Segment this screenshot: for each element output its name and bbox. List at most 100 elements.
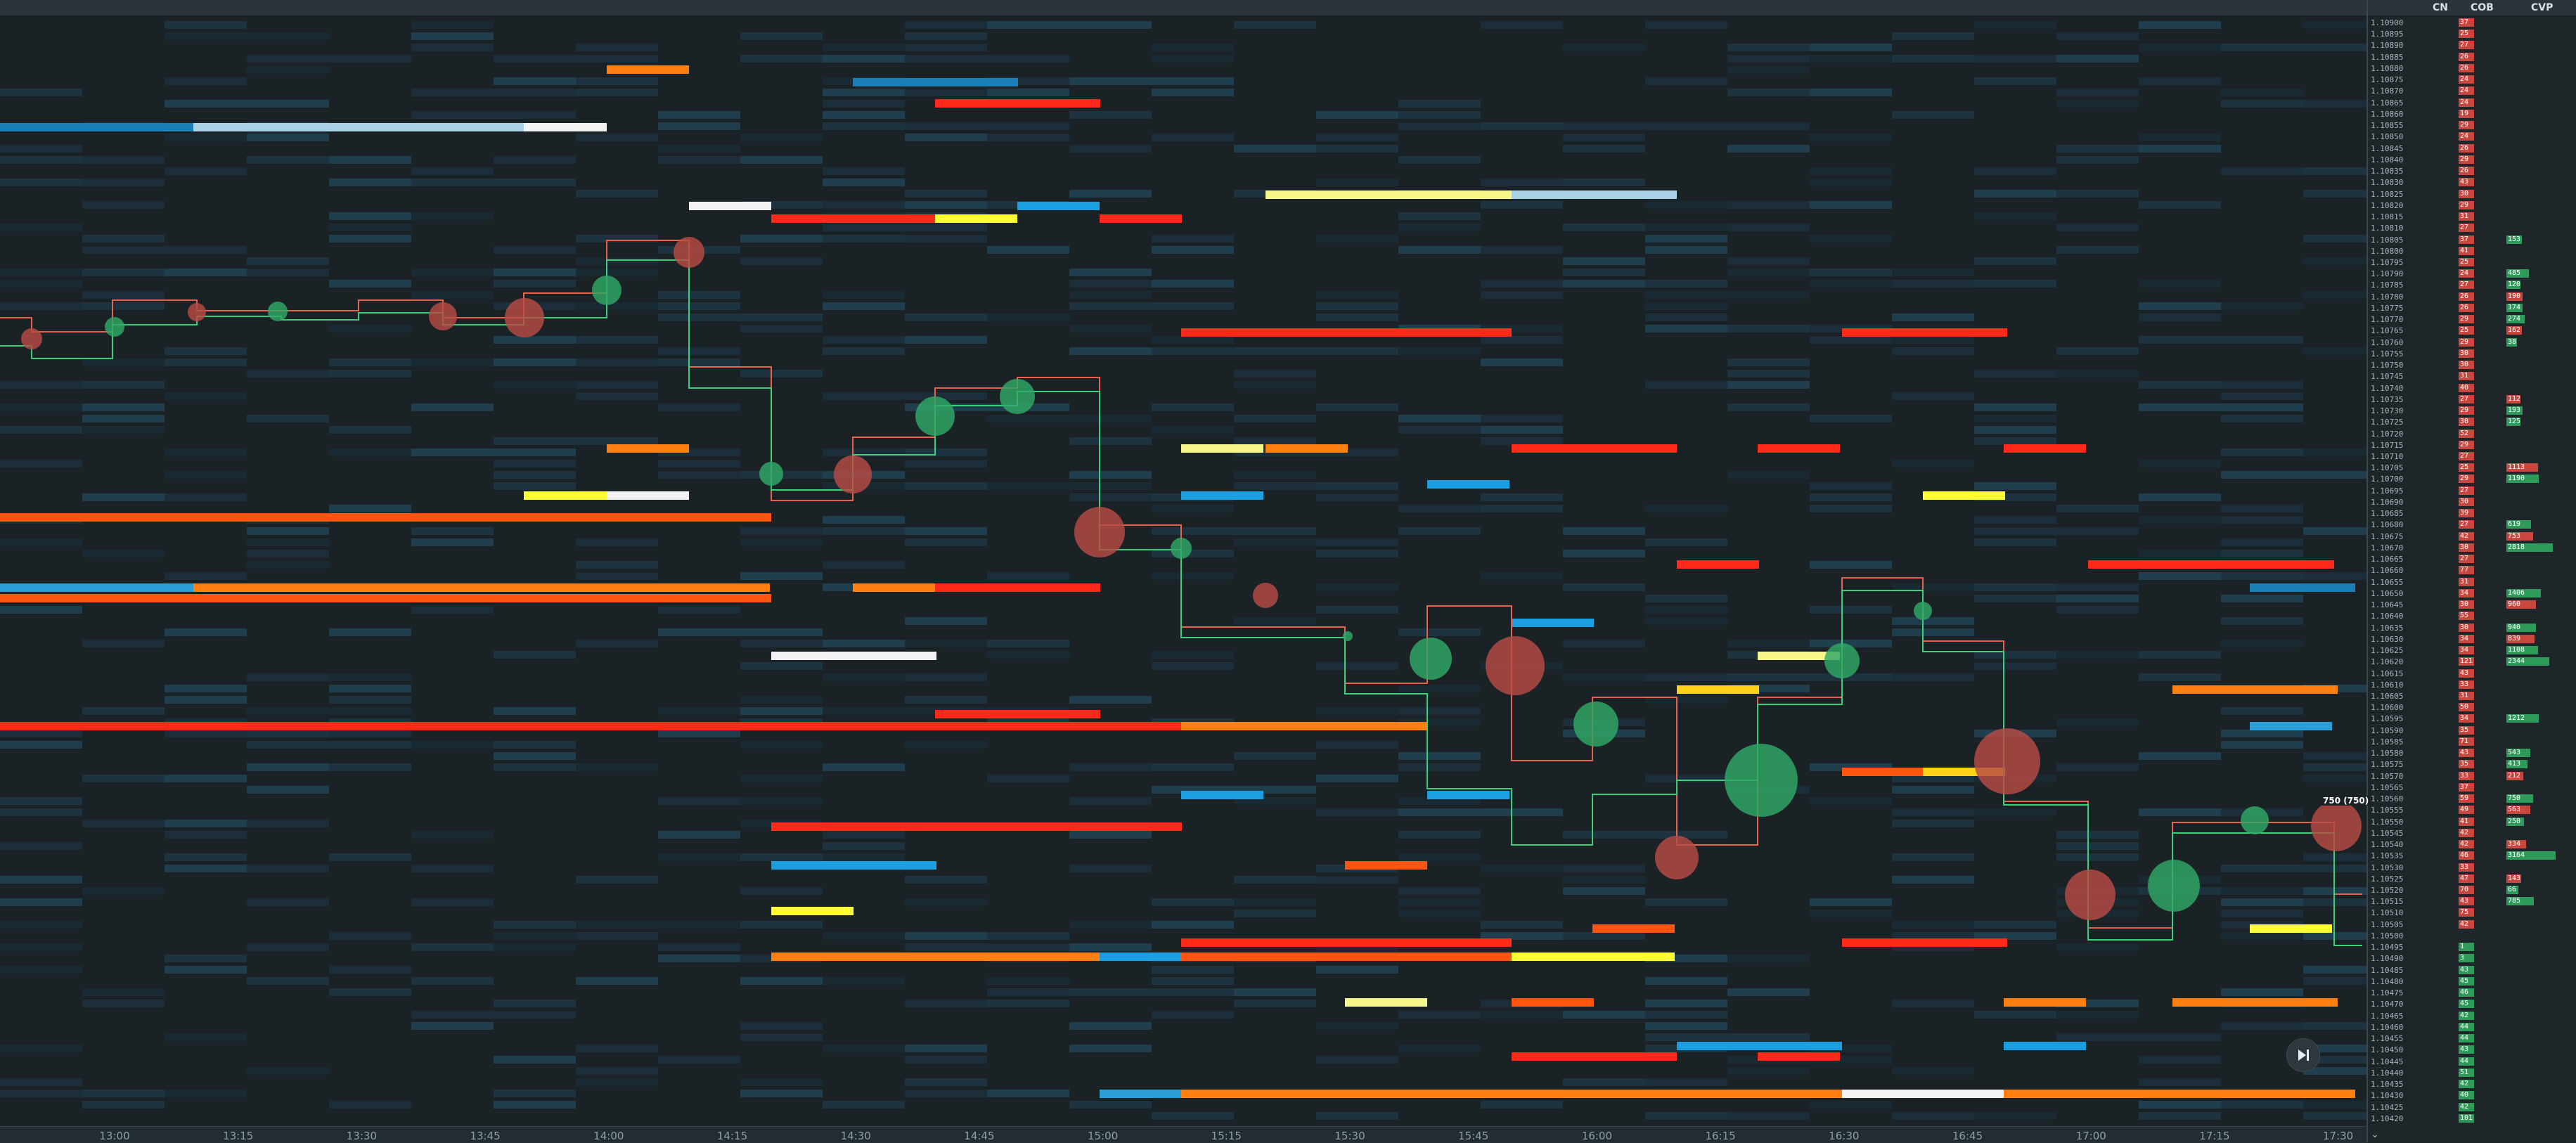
ladder-row[interactable]: 1.10850 24 bbox=[2368, 132, 2576, 141]
ladder-row[interactable]: 1.10555 49 563 bbox=[2368, 806, 2576, 815]
ladder-row[interactable]: 1.10625 34 1108 bbox=[2368, 646, 2576, 655]
chevron-down-icon[interactable]: ⌄ bbox=[2371, 1129, 2379, 1140]
ladder-row[interactable]: 1.10550 41 250 bbox=[2368, 817, 2576, 827]
ladder-row[interactable]: 1.10785 27 120 bbox=[2368, 280, 2576, 290]
ladder-row[interactable]: 1.10670 30 2818 bbox=[2368, 543, 2576, 553]
ladder-row[interactable]: 1.10810 27 bbox=[2368, 224, 2576, 233]
ladder-row[interactable]: 1.10750 30 bbox=[2368, 361, 2576, 370]
ladder-row[interactable]: 1.10580 43 543 bbox=[2368, 749, 2576, 758]
ladder-row[interactable]: 1.10825 30 bbox=[2368, 189, 2576, 199]
ladder-row[interactable]: 1.10515 43 785 bbox=[2368, 897, 2576, 906]
ladder-row[interactable]: 1.10635 30 940 bbox=[2368, 623, 2576, 633]
ladder-row[interactable]: 1.10540 42 334 bbox=[2368, 840, 2576, 849]
ladder-row[interactable]: 1.10495 1 bbox=[2368, 943, 2576, 952]
ladder-row[interactable]: 1.10845 26 bbox=[2368, 143, 2576, 153]
ladder-row[interactable]: 1.10880 26 bbox=[2368, 63, 2576, 73]
ladder-row[interactable]: 1.10600 50 bbox=[2368, 703, 2576, 712]
ladder-row[interactable]: 1.10765 25 162 bbox=[2368, 326, 2576, 335]
ladder-row[interactable]: 1.10500 bbox=[2368, 931, 2576, 941]
ladder-row[interactable]: 1.10720 52 bbox=[2368, 429, 2576, 439]
ladder-row[interactable]: 1.10570 33 212 bbox=[2368, 771, 2576, 781]
ladder-row[interactable]: 1.10725 30 125 bbox=[2368, 418, 2576, 427]
ladder-row[interactable]: 1.10520 70 66 bbox=[2368, 886, 2576, 895]
ladder-row[interactable]: 1.10685 39 bbox=[2368, 509, 2576, 518]
ladder-row[interactable]: 1.10505 42 bbox=[2368, 919, 2576, 929]
ladder-row[interactable]: 1.10655 31 bbox=[2368, 577, 2576, 587]
ladder-row[interactable]: 1.10860 19 bbox=[2368, 109, 2576, 119]
ladder-row[interactable]: 1.10715 29 bbox=[2368, 440, 2576, 450]
ladder-row[interactable]: 1.10465 42 bbox=[2368, 1011, 2576, 1021]
ladder-row[interactable]: 1.10530 33 bbox=[2368, 863, 2576, 872]
ladder-row[interactable]: 1.10510 75 bbox=[2368, 908, 2576, 917]
ladder-row[interactable]: 1.10470 45 bbox=[2368, 1000, 2576, 1009]
ladder-row[interactable]: 1.10895 25 bbox=[2368, 30, 2576, 39]
ladder-row[interactable]: 1.10445 44 bbox=[2368, 1057, 2576, 1066]
ladder-row[interactable]: 1.10590 35 bbox=[2368, 725, 2576, 735]
ladder-row[interactable]: 1.10745 31 bbox=[2368, 372, 2576, 381]
ladder-row[interactable]: 1.10760 29 38 bbox=[2368, 337, 2576, 347]
ladder-row[interactable]: 1.10420 101 bbox=[2368, 1113, 2576, 1123]
ladder-row[interactable]: 1.10830 43 bbox=[2368, 178, 2576, 187]
ladder-row[interactable]: 1.10805 37 153 bbox=[2368, 235, 2576, 245]
ladder-row[interactable]: 1.10430 40 bbox=[2368, 1091, 2576, 1100]
ladder-row[interactable]: 1.10480 45 bbox=[2368, 976, 2576, 986]
ladder-row[interactable]: 1.10645 30 960 bbox=[2368, 600, 2576, 609]
ladder-row[interactable]: 1.10885 26 bbox=[2368, 52, 2576, 62]
ladder-row[interactable]: 1.10700 29 1190 bbox=[2368, 474, 2576, 484]
order-book-heatmap[interactable] bbox=[0, 15, 2366, 1126]
ladder-row[interactable]: 1.10755 30 bbox=[2368, 349, 2576, 359]
ladder-row[interactable]: 1.10775 26 174 bbox=[2368, 303, 2576, 313]
ladder-row[interactable]: 1.10710 27 bbox=[2368, 452, 2576, 461]
ladder-row[interactable]: 1.10675 42 753 bbox=[2368, 531, 2576, 541]
ladder-row[interactable]: 1.10780 26 190 bbox=[2368, 292, 2576, 302]
ladder-row[interactable]: 1.10680 27 619 bbox=[2368, 520, 2576, 529]
ladder-row[interactable]: 1.10490 3 bbox=[2368, 954, 2576, 963]
ladder-row[interactable]: 1.10820 29 bbox=[2368, 200, 2576, 210]
ladder-row[interactable]: 1.10890 27 bbox=[2368, 41, 2576, 50]
ladder-row[interactable]: 1.10435 42 bbox=[2368, 1080, 2576, 1089]
ladder-row[interactable]: 1.10835 26 bbox=[2368, 167, 2576, 176]
ladder-row[interactable]: 1.10560 59 750 bbox=[2368, 794, 2576, 803]
ladder-row[interactable]: 1.10615 43 bbox=[2368, 669, 2576, 678]
ladder-row[interactable]: 1.10485 43 bbox=[2368, 965, 2576, 975]
ladder-row[interactable]: 1.10450 43 bbox=[2368, 1045, 2576, 1054]
ladder-row[interactable]: 1.10900 37 bbox=[2368, 18, 2576, 27]
ladder-row[interactable]: 1.10855 29 bbox=[2368, 121, 2576, 130]
ladder-row[interactable]: 1.10695 27 bbox=[2368, 486, 2576, 496]
ladder-row[interactable]: 1.10460 44 bbox=[2368, 1022, 2576, 1032]
ladder-row[interactable]: 1.10815 31 bbox=[2368, 212, 2576, 221]
ladder-row[interactable]: 1.10865 24 bbox=[2368, 98, 2576, 108]
ladder-row[interactable]: 1.10705 25 1113 bbox=[2368, 463, 2576, 472]
skip-to-end-button[interactable] bbox=[2286, 1038, 2320, 1072]
ladder-row[interactable]: 1.10575 35 413 bbox=[2368, 760, 2576, 769]
ladder-row[interactable]: 1.10735 27 112 bbox=[2368, 394, 2576, 404]
ladder-row[interactable]: 1.10455 44 bbox=[2368, 1034, 2576, 1043]
ladder-row[interactable]: 1.10840 29 bbox=[2368, 155, 2576, 164]
ladder-row[interactable]: 1.10795 25 bbox=[2368, 257, 2576, 267]
ladder-row[interactable]: 1.10545 42 bbox=[2368, 828, 2576, 838]
ladder-row[interactable]: 1.10440 51 bbox=[2368, 1068, 2576, 1078]
ladder-row[interactable]: 1.10690 30 bbox=[2368, 497, 2576, 507]
ladder-row[interactable]: 1.10730 29 193 bbox=[2368, 406, 2576, 415]
ladder-row[interactable]: 1.10740 40 bbox=[2368, 383, 2576, 393]
ladder-row[interactable]: 1.10665 27 bbox=[2368, 555, 2576, 564]
ladder-row[interactable]: 1.10585 71 bbox=[2368, 737, 2576, 747]
ladder-row[interactable]: 1.10770 29 274 bbox=[2368, 315, 2576, 324]
ladder-row[interactable]: 1.10790 24 485 bbox=[2368, 269, 2576, 278]
price-ladder[interactable]: 1.10900 37 1.10895 25 1.10890 27 1.10885 26 1.10… bbox=[2366, 15, 2576, 1142]
ladder-row[interactable]: 1.10620 121 2344 bbox=[2368, 657, 2576, 666]
ladder-row[interactable]: 1.10660 77 bbox=[2368, 566, 2576, 575]
ladder-row[interactable]: 1.10870 24 bbox=[2368, 86, 2576, 96]
ladder-row[interactable]: 1.10565 37 bbox=[2368, 782, 2576, 792]
ladder-row[interactable]: 1.10650 34 1406 bbox=[2368, 588, 2576, 598]
ladder-row[interactable]: 1.10875 24 bbox=[2368, 75, 2576, 84]
ladder-row[interactable]: 1.10595 34 1212 bbox=[2368, 714, 2576, 723]
ladder-row[interactable]: 1.10525 47 143 bbox=[2368, 874, 2576, 884]
ladder-row[interactable]: 1.10535 46 3164 bbox=[2368, 851, 2576, 860]
ladder-row[interactable]: 1.10425 42 bbox=[2368, 1102, 2576, 1112]
ladder-row[interactable]: 1.10630 34 839 bbox=[2368, 634, 2576, 644]
ladder-row[interactable]: 1.10475 46 bbox=[2368, 988, 2576, 997]
ladder-row[interactable]: 1.10800 41 bbox=[2368, 246, 2576, 256]
ladder-row[interactable]: 1.10640 55 bbox=[2368, 612, 2576, 621]
ladder-row[interactable]: 1.10605 31 bbox=[2368, 691, 2576, 701]
